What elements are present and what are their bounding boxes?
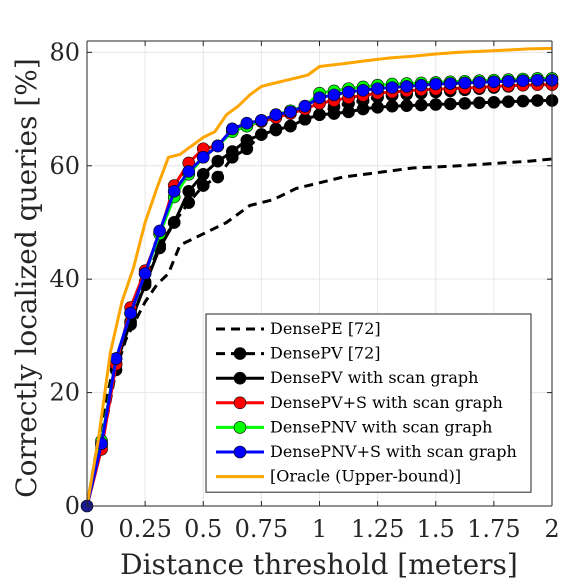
y-tick-label: 40 xyxy=(49,265,80,293)
data-point xyxy=(429,98,443,111)
data-point xyxy=(400,80,413,93)
data-point xyxy=(269,108,283,122)
data-point xyxy=(153,224,166,238)
data-point xyxy=(269,123,283,137)
data-series xyxy=(80,46,559,513)
data-point xyxy=(458,76,472,90)
x-tick-label: 1.5 xyxy=(417,515,455,543)
data-point xyxy=(487,75,501,89)
y-axis-label: Correctly localized queries [%] xyxy=(10,58,43,498)
data-point xyxy=(240,133,254,147)
data-point xyxy=(211,170,225,184)
data-point xyxy=(182,184,196,198)
x-tick-labels: 0 0.25 0.5 0.75 1 1.25 1.5 1.75 2 xyxy=(79,515,559,543)
data-point xyxy=(473,76,486,89)
data-point xyxy=(211,154,225,168)
data-point xyxy=(240,116,254,130)
axes xyxy=(86,40,553,507)
data-point xyxy=(356,102,370,116)
legend-marker xyxy=(233,445,247,459)
data-point xyxy=(109,352,123,365)
data-point xyxy=(211,139,225,153)
data-point xyxy=(385,99,399,113)
legend-marker xyxy=(233,347,247,360)
legend-label: DensePV [72] xyxy=(270,344,381,363)
data-point xyxy=(284,119,297,133)
x-tick-label: 0.5 xyxy=(184,515,222,543)
series-line xyxy=(85,157,553,507)
data-point xyxy=(400,99,413,112)
series-7 xyxy=(85,46,553,507)
data-point xyxy=(327,107,341,120)
legend-marker xyxy=(233,421,247,434)
data-point xyxy=(487,95,501,109)
y-tick-label: 0 xyxy=(65,492,80,520)
data-point xyxy=(371,82,384,95)
legend: DensePE [72] DensePV [72] DensePV with sca… xyxy=(205,313,532,493)
data-point xyxy=(255,114,268,127)
data-point xyxy=(196,167,210,181)
legend-label: DensePNV+S with scan graph xyxy=(270,442,517,461)
data-point xyxy=(443,77,457,90)
data-point xyxy=(167,184,181,198)
data-point xyxy=(284,105,297,119)
data-point xyxy=(371,101,384,114)
x-axis-label: Distance threshold [meters] xyxy=(120,548,518,581)
data-point xyxy=(458,97,472,110)
data-point xyxy=(226,145,239,158)
legend-label: DensePNV with scan graph xyxy=(270,417,492,436)
data-point xyxy=(356,84,370,97)
data-point xyxy=(298,99,312,113)
x-tick-label: 0.25 xyxy=(118,515,171,543)
series-1 xyxy=(85,157,553,507)
data-point xyxy=(167,216,181,229)
data-point xyxy=(182,165,196,178)
data-point xyxy=(342,85,355,99)
data-point xyxy=(255,128,268,141)
x-tick-label: 0.75 xyxy=(235,515,288,543)
data-point xyxy=(124,306,137,320)
data-point xyxy=(327,88,341,102)
data-point xyxy=(385,81,399,94)
legend-marker xyxy=(233,396,247,410)
y-tick-label: 60 xyxy=(49,152,80,180)
data-point xyxy=(226,122,239,136)
data-point xyxy=(443,97,457,111)
series-line xyxy=(85,46,553,507)
data-point xyxy=(531,94,544,107)
data-point xyxy=(196,150,210,164)
data-point xyxy=(414,78,428,92)
data-point xyxy=(414,98,428,112)
y-tick-label: 20 xyxy=(49,379,80,407)
legend-label: DensePV with scan graph xyxy=(270,368,478,387)
legend-label: DensePV+S with scan graph xyxy=(270,393,503,412)
x-tick-label: 2 xyxy=(544,515,559,543)
x-tick-label: 1 xyxy=(312,515,327,543)
data-point xyxy=(516,74,530,87)
data-point xyxy=(429,77,443,91)
data-point xyxy=(473,96,486,110)
data-point xyxy=(342,105,355,119)
data-point xyxy=(502,74,515,88)
legend-marker xyxy=(233,371,247,385)
data-point xyxy=(502,95,515,108)
y-tick-labels: 0 20 40 60 80 xyxy=(49,38,80,520)
x-tick-label: 0 xyxy=(79,515,94,543)
data-point xyxy=(531,73,544,87)
legend-label: [Oracle (Upper-bound)] xyxy=(270,467,461,486)
data-point xyxy=(313,108,326,122)
data-point xyxy=(138,267,152,280)
data-point xyxy=(516,94,530,108)
data-point xyxy=(313,91,326,105)
y-tick-label: 80 xyxy=(49,38,80,66)
x-tick-label: 1.25 xyxy=(351,515,404,543)
legend-label: DensePE [72] xyxy=(270,319,381,338)
x-tick-label: 1.75 xyxy=(467,515,520,543)
